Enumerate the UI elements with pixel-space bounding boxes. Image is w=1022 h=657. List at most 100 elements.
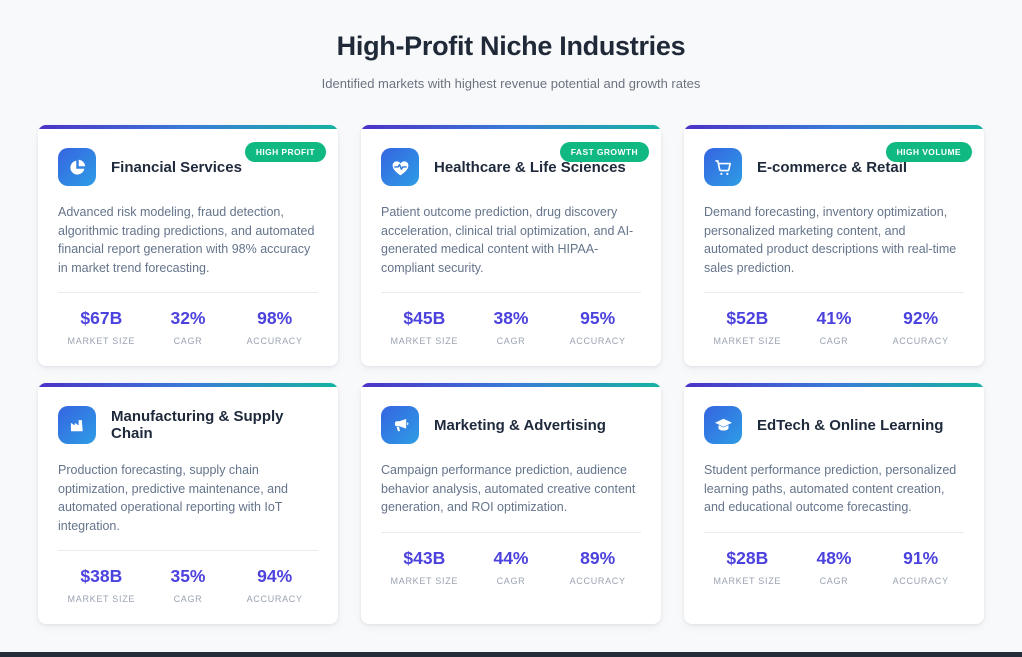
stat-market-size: $52B MARKET SIZE (704, 308, 791, 346)
factory-icon (58, 406, 96, 444)
card-divider (704, 292, 964, 293)
page-subtitle: Identified markets with highest revenue … (321, 76, 701, 91)
card-divider (381, 531, 641, 533)
stat-value: $38B (80, 566, 123, 586)
card-head: EdTech & Online Learning (704, 406, 964, 444)
bottom-strip (0, 652, 1022, 657)
stat-label: ACCURACY (246, 594, 303, 604)
card-head: Marketing & Advertising (381, 406, 641, 444)
stat-value: 48% (816, 547, 852, 568)
stat-value: $28B (726, 547, 769, 568)
stat-market-size: $45B MARKET SIZE (381, 308, 468, 346)
stat-value: 98% (257, 308, 293, 328)
card-title: Manufacturing & Supply Chain (111, 408, 284, 442)
card-accent-bar (38, 383, 338, 387)
page-header: High-Profit Niche Industries Identified … (0, 0, 1022, 91)
stat-value: $43B (403, 547, 446, 568)
card-body: HIGH PROFIT Financial Services Advanced … (38, 129, 338, 366)
stat-label: ACCURACY (569, 575, 626, 586)
stat-label: MARKET SIZE (713, 336, 782, 346)
stats-row: $38B MARKET SIZE 35% CAGR 94% ACCURACY (58, 566, 318, 604)
card-badge: HIGH PROFIT (244, 142, 326, 162)
stat-cagr: 38% CAGR (468, 308, 555, 346)
card-badge: HIGH VOLUME (885, 142, 972, 162)
card-head: Financial Services (58, 148, 318, 186)
stat-label: MARKET SIZE (67, 336, 136, 346)
stat-value: 91% (903, 547, 939, 568)
stat-label: ACCURACY (892, 575, 949, 586)
card-title: E-commerce & Retail (757, 158, 908, 176)
stat-accuracy: 94% ACCURACY (231, 566, 318, 604)
card-accent-bar (361, 383, 661, 387)
card-description: Campaign performance prediction, audienc… (381, 463, 636, 514)
stat-value: 94% (257, 566, 293, 586)
card-divider (704, 531, 964, 533)
card-head: E-commerce & Retail (704, 148, 964, 186)
stat-market-size: $67B MARKET SIZE (58, 308, 145, 346)
industry-card: HIGH VOLUME E-commerce & Retail Demand f… (684, 125, 984, 366)
stat-label: CAGR (819, 575, 849, 586)
stat-accuracy: 91% ACCURACY (877, 548, 964, 586)
stat-cagr: 32% CAGR (145, 308, 232, 346)
industry-card: HIGH PROFIT Financial Services Advanced … (38, 125, 338, 366)
card-description: Advanced risk modeling, fraud detection,… (58, 205, 315, 275)
stat-cagr: 44% CAGR (468, 548, 555, 586)
stat-value: 89% (580, 547, 616, 568)
stat-label: MARKET SIZE (390, 575, 459, 586)
card-body: Marketing & Advertising Campaign perform… (361, 387, 661, 624)
industry-card: Marketing & Advertising Campaign perform… (361, 383, 661, 624)
stat-value: 44% (493, 547, 529, 568)
card-divider (381, 292, 641, 293)
stat-label: CAGR (819, 336, 849, 346)
card-badge: FAST GROWTH (559, 142, 649, 162)
card-accent-bar (38, 125, 338, 129)
card-head: Healthcare & Life Sciences (381, 148, 641, 186)
industry-card: Manufacturing & Supply Chain Production … (38, 383, 338, 624)
pie-chart-icon (58, 148, 96, 186)
stat-cagr: 48% CAGR (791, 548, 878, 586)
stat-value: 35% (170, 566, 206, 586)
stat-cagr: 41% CAGR (791, 308, 878, 346)
stat-value: $67B (80, 308, 123, 328)
card-body: EdTech & Online Learning Student perform… (684, 387, 984, 624)
stat-value: 32% (170, 308, 206, 328)
stat-label: CAGR (496, 575, 526, 586)
stats-row: $45B MARKET SIZE 38% CAGR 95% ACCURACY (381, 308, 641, 346)
stats-row: $67B MARKET SIZE 32% CAGR 98% ACCURACY (58, 308, 318, 346)
stat-label: CAGR (173, 594, 203, 604)
stats-row: $43B MARKET SIZE 44% CAGR 89% ACCURACY (381, 548, 641, 586)
stat-market-size: $43B MARKET SIZE (381, 548, 468, 586)
card-accent-bar (361, 125, 661, 129)
stats-row: $52B MARKET SIZE 41% CAGR 92% ACCURACY (704, 308, 964, 346)
stat-label: MARKET SIZE (67, 594, 136, 604)
stat-label: MARKET SIZE (713, 575, 782, 586)
card-description: Production forecasting, supply chain opt… (58, 463, 288, 533)
cards-grid: HIGH PROFIT Financial Services Advanced … (38, 125, 984, 624)
stat-value: 95% (580, 308, 616, 328)
megaphone-icon (381, 406, 419, 444)
card-divider (58, 550, 318, 551)
card-title: Marketing & Advertising (434, 416, 606, 434)
stat-label: ACCURACY (246, 336, 303, 346)
card-body: FAST GROWTH Healthcare & Life Sciences P… (361, 129, 661, 366)
page-title: High-Profit Niche Industries (336, 31, 686, 61)
card-title: Financial Services (111, 158, 242, 176)
stat-market-size: $28B MARKET SIZE (704, 548, 791, 586)
industry-card: FAST GROWTH Healthcare & Life Sciences P… (361, 125, 661, 366)
card-divider (58, 292, 318, 293)
stat-accuracy: 92% ACCURACY (877, 308, 964, 346)
stat-label: ACCURACY (892, 336, 949, 346)
card-title: Healthcare & Life Sciences (434, 158, 626, 176)
card-accent-bar (684, 383, 984, 387)
industry-card: EdTech & Online Learning Student perform… (684, 383, 984, 624)
card-body: Manufacturing & Supply Chain Production … (38, 387, 338, 624)
stat-value: 38% (493, 308, 529, 328)
stat-value: 41% (816, 308, 852, 328)
card-title: EdTech & Online Learning (757, 416, 944, 434)
stat-accuracy: 98% ACCURACY (231, 308, 318, 346)
shopping-cart-icon (704, 148, 742, 186)
stat-accuracy: 89% ACCURACY (554, 548, 641, 586)
card-accent-bar (684, 125, 984, 129)
graduation-cap-icon (704, 406, 742, 444)
stat-value: $45B (403, 308, 446, 328)
